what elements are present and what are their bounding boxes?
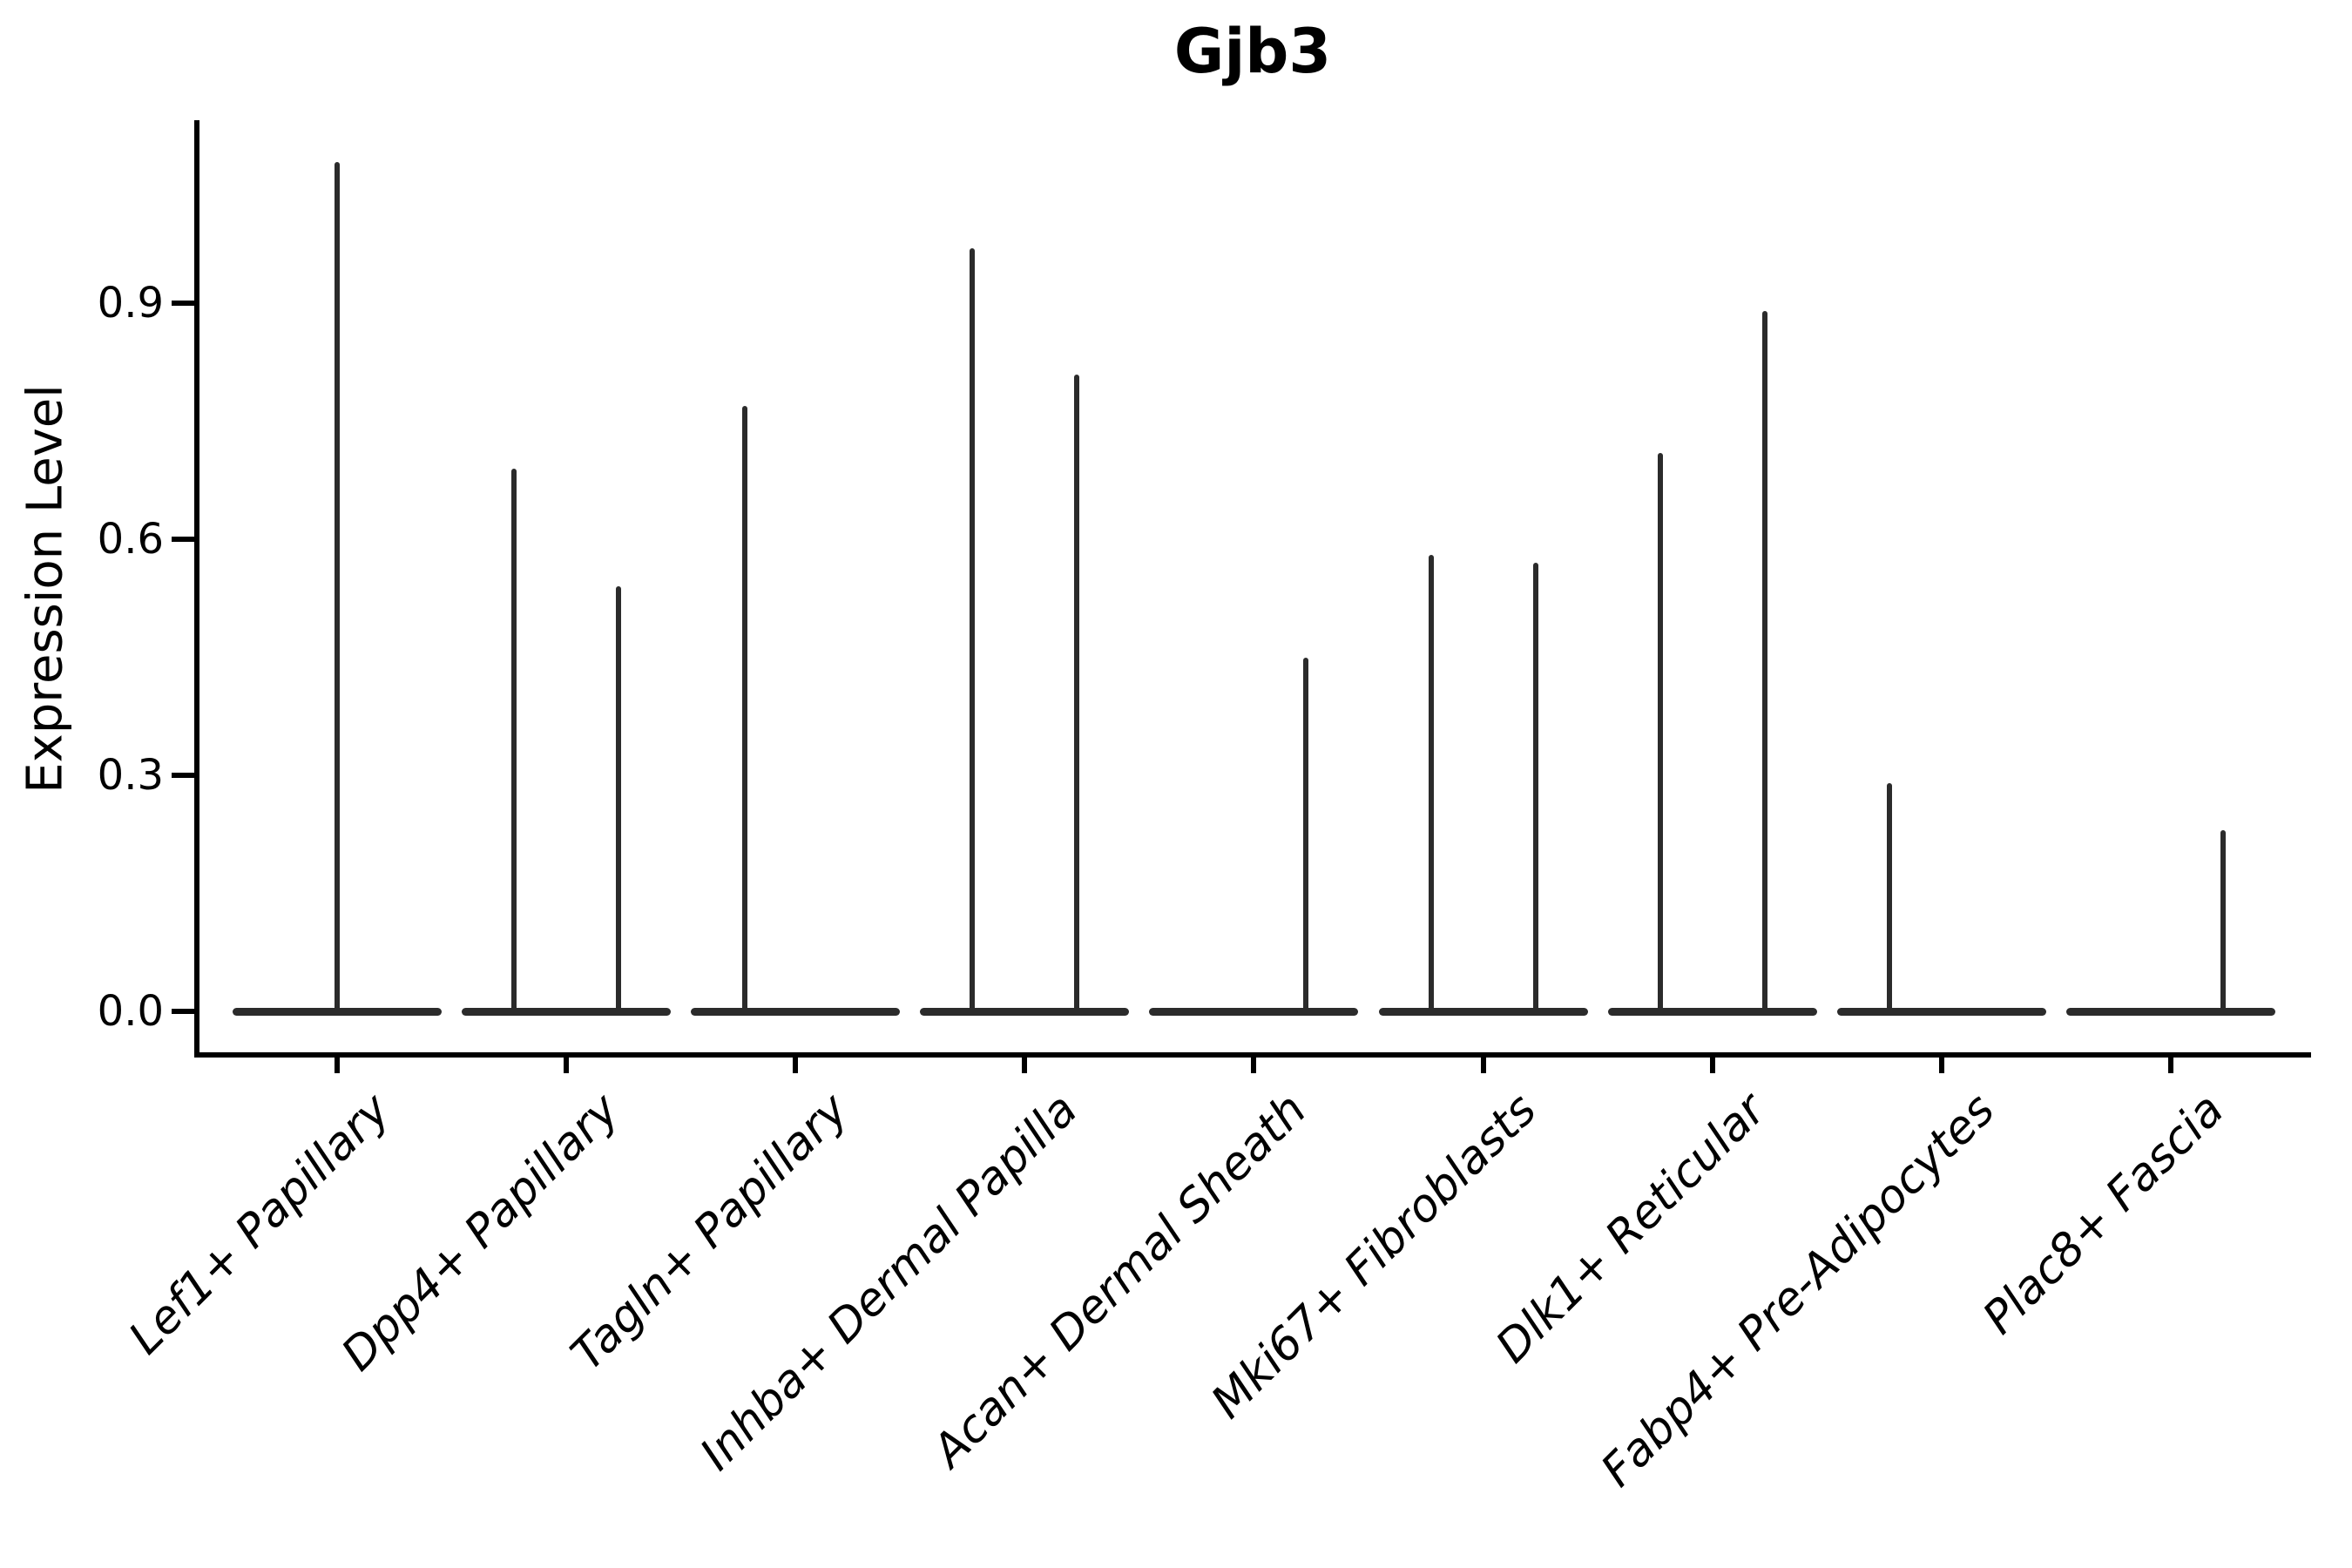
x-tick-mark <box>1251 1058 1257 1073</box>
x-tick-mark <box>793 1058 799 1073</box>
y-tick-mark <box>172 1009 194 1014</box>
x-tick-mark <box>2167 1058 2173 1073</box>
violin-baseline <box>691 1008 901 1016</box>
violin-baseline <box>1149 1008 1359 1016</box>
y-tick-label: 0.9 <box>97 279 164 328</box>
violin-baseline <box>920 1008 1130 1016</box>
violin-spike <box>2220 830 2226 1015</box>
violin-baseline <box>1378 1008 1588 1016</box>
y-tick-label: 0.3 <box>97 751 164 801</box>
x-tick-mark <box>1709 1058 1715 1073</box>
x-tick-mark <box>564 1058 570 1073</box>
y-tick-mark <box>172 301 194 307</box>
violin-spike <box>742 405 748 1015</box>
violin-baseline <box>2065 1008 2275 1016</box>
violin-spike <box>1074 374 1080 1015</box>
violin-spike <box>1886 783 1892 1015</box>
violin-spike <box>1532 563 1538 1015</box>
violin-baseline <box>462 1008 672 1016</box>
y-axis-label: Expression Level <box>17 384 74 794</box>
violin-baseline <box>1836 1008 2046 1016</box>
y-tick-label: 0.6 <box>97 515 164 564</box>
y-tick-label: 0.0 <box>97 987 164 1036</box>
violin-spike <box>1761 311 1767 1015</box>
violin-spike <box>335 161 340 1015</box>
violin-spike <box>616 586 622 1015</box>
violin-spike <box>1428 555 1434 1015</box>
x-tick-mark <box>1022 1058 1028 1073</box>
x-tick-mark <box>1938 1058 1944 1073</box>
x-tick-mark <box>335 1058 340 1073</box>
violin-spike <box>511 468 517 1015</box>
y-tick-mark <box>172 773 194 779</box>
violin-spike <box>1303 657 1309 1015</box>
violin-baseline <box>1607 1008 1817 1016</box>
violin-spike <box>1657 452 1663 1015</box>
chart-title: Gjb3 <box>1173 16 1332 87</box>
y-tick-mark <box>172 537 194 543</box>
x-axis-spine <box>194 1052 2311 1058</box>
y-axis-spine <box>194 120 199 1058</box>
violin-spike <box>970 248 976 1015</box>
x-tick-mark <box>1480 1058 1486 1073</box>
